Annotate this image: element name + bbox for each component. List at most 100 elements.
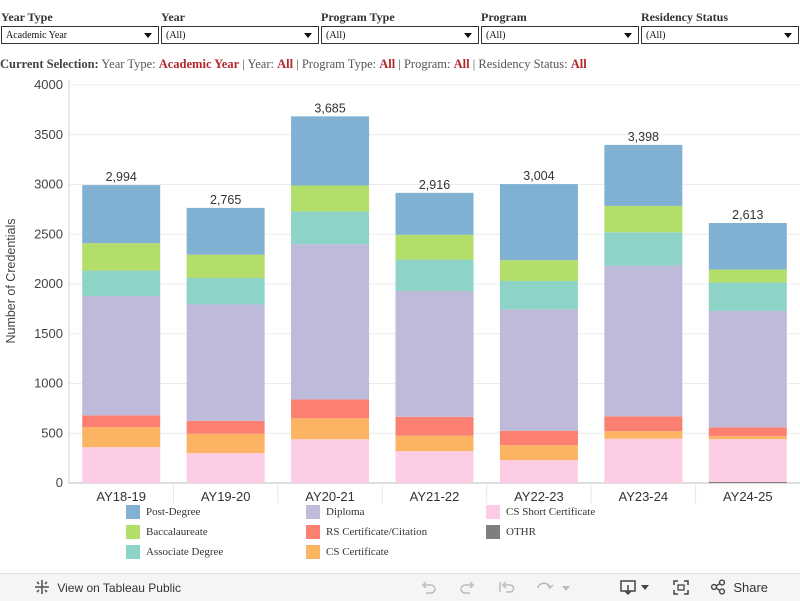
selection-separator: | <box>296 57 299 71</box>
y-tick-label: 1500 <box>34 326 63 341</box>
y-tick-label: 4000 <box>34 77 63 92</box>
y-tick-label: 0 <box>56 475 63 490</box>
x-tick-label: AY20-21 <box>305 489 355 503</box>
x-tick-label: AY22-23 <box>514 489 564 503</box>
selection-year-type-value: Academic Year <box>158 57 240 71</box>
bar-segment <box>186 304 265 421</box>
program-type-dropdown[interactable]: (All) <box>321 26 479 44</box>
residency-status-value: (All) <box>646 30 666 41</box>
year-dropdown[interactable]: (All) <box>161 26 319 44</box>
bar-segment <box>395 259 474 291</box>
selection-separator: | <box>398 57 401 71</box>
selection-program-value: All <box>453 57 470 71</box>
legend-label: RS Certificate/Citation <box>326 526 428 538</box>
bar-total-label: 3,004 <box>523 169 554 183</box>
bar-segment <box>82 295 161 416</box>
bar-segment <box>604 232 683 266</box>
chevron-down-icon <box>304 33 312 38</box>
selection-residency-label: Residency Status: <box>478 57 568 71</box>
chart-legend: Post-Degree Baccalaureate Associate Degr… <box>0 505 800 565</box>
selection-year-value: All <box>277 57 294 71</box>
bar-segment <box>708 427 787 437</box>
x-tick-label: AY18-19 <box>96 489 146 503</box>
share-label: Share <box>733 580 769 595</box>
bar-segment <box>395 435 474 452</box>
fullscreen-icon[interactable] <box>672 579 690 596</box>
legend-label: CS Certificate <box>326 546 389 558</box>
bar-total-label: 2,613 <box>732 208 763 222</box>
selection-program-type-value: All <box>379 57 396 71</box>
bar-segment <box>499 309 578 431</box>
share-button[interactable]: Share <box>710 579 768 595</box>
tableau-logo-icon <box>35 580 49 594</box>
filter-label-residency-status: Residency Status <box>641 10 729 24</box>
bar-segment <box>708 269 787 283</box>
filter-label-program-type: Program Type <box>321 10 395 24</box>
bar-segment <box>186 207 265 255</box>
bar-segment <box>82 270 161 296</box>
bar-segment <box>291 185 370 212</box>
bar-segment <box>604 431 683 439</box>
undo-icon[interactable] <box>420 580 436 596</box>
bar-segment <box>499 260 578 282</box>
legend-label: Post-Degree <box>146 506 201 518</box>
current-selection: Current Selection: Year Type: Academic Y… <box>0 57 587 72</box>
bar-segment <box>186 453 265 483</box>
bar-segment <box>291 211 370 245</box>
bar-segment <box>604 438 683 483</box>
bar-segment <box>186 278 265 305</box>
legend-swatch <box>126 525 140 539</box>
revert-icon[interactable] <box>498 580 516 596</box>
residency-status-dropdown[interactable]: (All) <box>641 26 799 44</box>
legend-swatch <box>306 545 320 559</box>
program-type-value: (All) <box>326 30 346 41</box>
bar-segment <box>499 430 578 446</box>
y-tick-label: 500 <box>41 425 63 440</box>
bar-segment <box>82 185 161 244</box>
program-value: (All) <box>486 30 506 41</box>
legend-label: Diploma <box>326 506 365 518</box>
bar-segment <box>395 290 474 417</box>
bar-segment <box>82 427 161 448</box>
chevron-down-icon <box>144 33 152 38</box>
bar-segment <box>604 416 683 432</box>
bar-segment <box>708 439 787 483</box>
legend-swatch <box>486 505 500 519</box>
pause-updates-icon[interactable] <box>536 580 576 596</box>
view-on-tableau-button[interactable]: View on Tableau Public <box>34 579 181 595</box>
bar-segment <box>291 116 370 186</box>
bar-segment <box>604 144 683 206</box>
bar-segment <box>82 447 161 483</box>
filter-label-year-type: Year Type <box>1 10 53 24</box>
bar-segment <box>708 482 787 483</box>
selection-residency-value: All <box>570 57 587 71</box>
share-icon <box>710 579 726 595</box>
selection-program-label: Program: <box>403 57 451 71</box>
bar-total-label: 3,398 <box>628 130 659 144</box>
download-icon[interactable] <box>620 579 652 596</box>
year-value: (All) <box>166 30 186 41</box>
filter-label-program: Program <box>481 10 527 24</box>
bar-segment <box>499 281 578 310</box>
chevron-down-icon <box>464 33 472 38</box>
legend-label: CS Short Certificate <box>506 506 596 518</box>
x-tick-label: AY21-22 <box>410 489 460 503</box>
program-dropdown[interactable]: (All) <box>481 26 639 44</box>
year-type-value: Academic Year <box>6 30 68 41</box>
bar-segment <box>291 418 370 440</box>
redo-icon[interactable] <box>460 580 476 596</box>
selection-year-type-label: Year Type: <box>101 57 156 71</box>
legend-swatch <box>306 525 320 539</box>
legend-swatch <box>126 545 140 559</box>
bar-segment <box>291 399 370 419</box>
bar-segment <box>708 310 787 428</box>
y-tick-label: 2500 <box>34 226 63 241</box>
bar-segment <box>395 416 474 436</box>
year-type-dropdown[interactable]: Academic Year <box>1 26 159 44</box>
bar-segment <box>291 439 370 483</box>
bar-segment <box>708 282 787 311</box>
bar-segment <box>395 451 474 483</box>
y-tick-label: 1000 <box>34 376 63 391</box>
y-axis-title: Number of Credentials <box>4 218 18 343</box>
bar-segment <box>499 460 578 483</box>
